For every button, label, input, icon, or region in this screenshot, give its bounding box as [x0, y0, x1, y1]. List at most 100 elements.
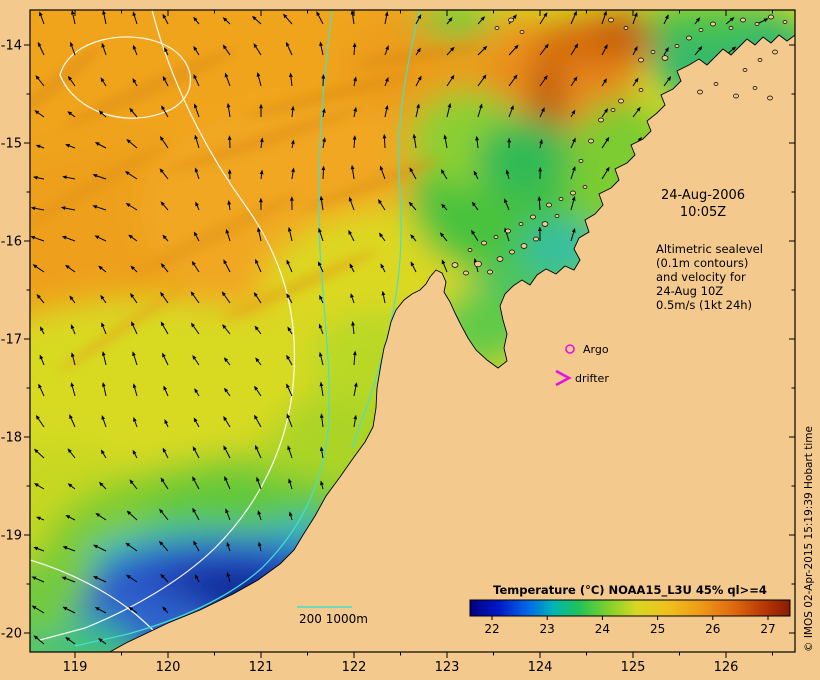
velocity-vector — [34, 483, 45, 490]
altimetric-note-line: 24-Aug 10Z — [656, 284, 723, 298]
argo-annotation: Argo — [565, 343, 609, 356]
velocity-vector — [40, 326, 45, 335]
velocity-vector — [322, 137, 326, 149]
velocity-vector — [380, 263, 386, 273]
velocity-vector — [162, 606, 169, 614]
velocity-vector — [195, 201, 200, 211]
velocity-vector — [94, 607, 107, 614]
velocity-vector — [129, 479, 138, 490]
svg-text:-19: -19 — [1, 529, 22, 544]
velocity-vector — [319, 381, 324, 397]
velocity-vector — [159, 135, 169, 149]
velocity-vector — [193, 16, 200, 25]
velocity-vector — [259, 137, 264, 149]
velocity-vector — [694, 17, 701, 25]
velocity-vector — [67, 448, 76, 459]
velocity-vector — [259, 197, 263, 211]
svg-text:-16: -16 — [1, 235, 22, 250]
velocity-vector — [601, 10, 607, 25]
velocity-vector — [319, 413, 324, 428]
velocity-vector — [253, 43, 262, 56]
velocity-vector — [227, 169, 232, 180]
velocity-vector — [316, 11, 324, 25]
velocity-vector — [124, 171, 138, 180]
velocity-vector — [130, 265, 138, 273]
velocity-vector — [190, 291, 200, 304]
velocity-vector — [70, 324, 76, 335]
velocity-vector — [193, 103, 200, 118]
velocity-vector — [227, 135, 232, 149]
velocity-vector — [33, 635, 45, 645]
velocity-vector — [570, 76, 578, 87]
bathymetry-contour-lines — [74, 10, 421, 647]
velocity-vector — [415, 47, 421, 56]
svg-text:123: 123 — [435, 660, 460, 675]
velocity-vector — [133, 416, 138, 428]
velocity-vector — [446, 17, 453, 25]
velocity-vector — [223, 259, 231, 273]
altimetric-note-line: (0.1m contours) — [656, 256, 748, 270]
velocity-vector — [539, 43, 549, 56]
velocity-vector — [508, 104, 514, 118]
velocity-vector — [38, 383, 45, 397]
velocity-vector — [353, 106, 358, 118]
velocity-vector — [291, 167, 295, 180]
svg-text:122: 122 — [342, 660, 367, 675]
sst-detail-streaks — [30, 44, 485, 373]
velocity-vector — [37, 41, 45, 56]
velocity-vector — [257, 509, 262, 521]
velocity-vector — [254, 414, 262, 428]
velocity-vector — [253, 292, 262, 304]
svg-text:120: 120 — [156, 660, 181, 675]
velocity-vector — [194, 134, 200, 149]
velocity-vector — [257, 227, 262, 242]
velocity-vector — [221, 291, 231, 304]
credit-text: © IMOS 02-Apr-2015 15:19:39 Hobart time — [803, 426, 815, 652]
velocity-vector — [446, 74, 455, 87]
velocity-vector — [415, 14, 422, 25]
velocity-vector — [632, 46, 638, 56]
velocity-vector — [384, 77, 389, 87]
velocity-vector — [71, 10, 76, 25]
colorbar-title: Temperature (°C) NOAA15_L3U 45% ql>=4 — [493, 583, 767, 598]
drifter-marker-icon — [555, 369, 572, 387]
velocity-vector — [415, 103, 420, 118]
bathymetry-legend: 200 1000m — [297, 606, 368, 626]
velocity-vector — [663, 14, 669, 25]
velocity-vector — [663, 47, 669, 56]
velocity-vector — [288, 478, 293, 490]
velocity-vector — [227, 199, 232, 211]
velocity-vector — [350, 164, 355, 180]
altimetric-note-line: and velocity for — [656, 270, 746, 284]
velocity-vector — [694, 46, 703, 56]
velocity-vector — [39, 354, 45, 366]
velocity-vector — [192, 507, 200, 521]
velocity-vector — [384, 104, 389, 118]
svg-text:124: 124 — [528, 660, 553, 675]
velocity-vector — [132, 44, 138, 56]
velocity-vector — [477, 74, 487, 87]
velocity-vector — [35, 144, 45, 149]
velocity-vector — [286, 383, 293, 397]
altimetric-note-line: Altimetric sealevel — [656, 242, 763, 256]
velocity-vector — [287, 326, 293, 335]
velocity-vector — [224, 72, 231, 87]
velocity-vector — [288, 511, 293, 521]
velocity-vector — [382, 133, 387, 149]
velocity-vector — [194, 574, 200, 583]
velocity-vector — [226, 572, 231, 583]
velocity-vector — [30, 206, 45, 211]
velocity-vector — [287, 226, 293, 242]
velocity-vector — [320, 480, 324, 490]
velocity-vector — [98, 265, 107, 273]
velocity-vector — [33, 546, 45, 552]
velocity-vector — [224, 387, 231, 397]
velocity-vector — [289, 196, 294, 211]
velocity-vector — [158, 540, 169, 552]
velocity-vector — [94, 142, 107, 149]
velocity-vector — [254, 325, 262, 335]
velocity-vector — [570, 165, 576, 180]
velocity-vector — [129, 107, 138, 118]
svg-text:26: 26 — [705, 622, 720, 636]
